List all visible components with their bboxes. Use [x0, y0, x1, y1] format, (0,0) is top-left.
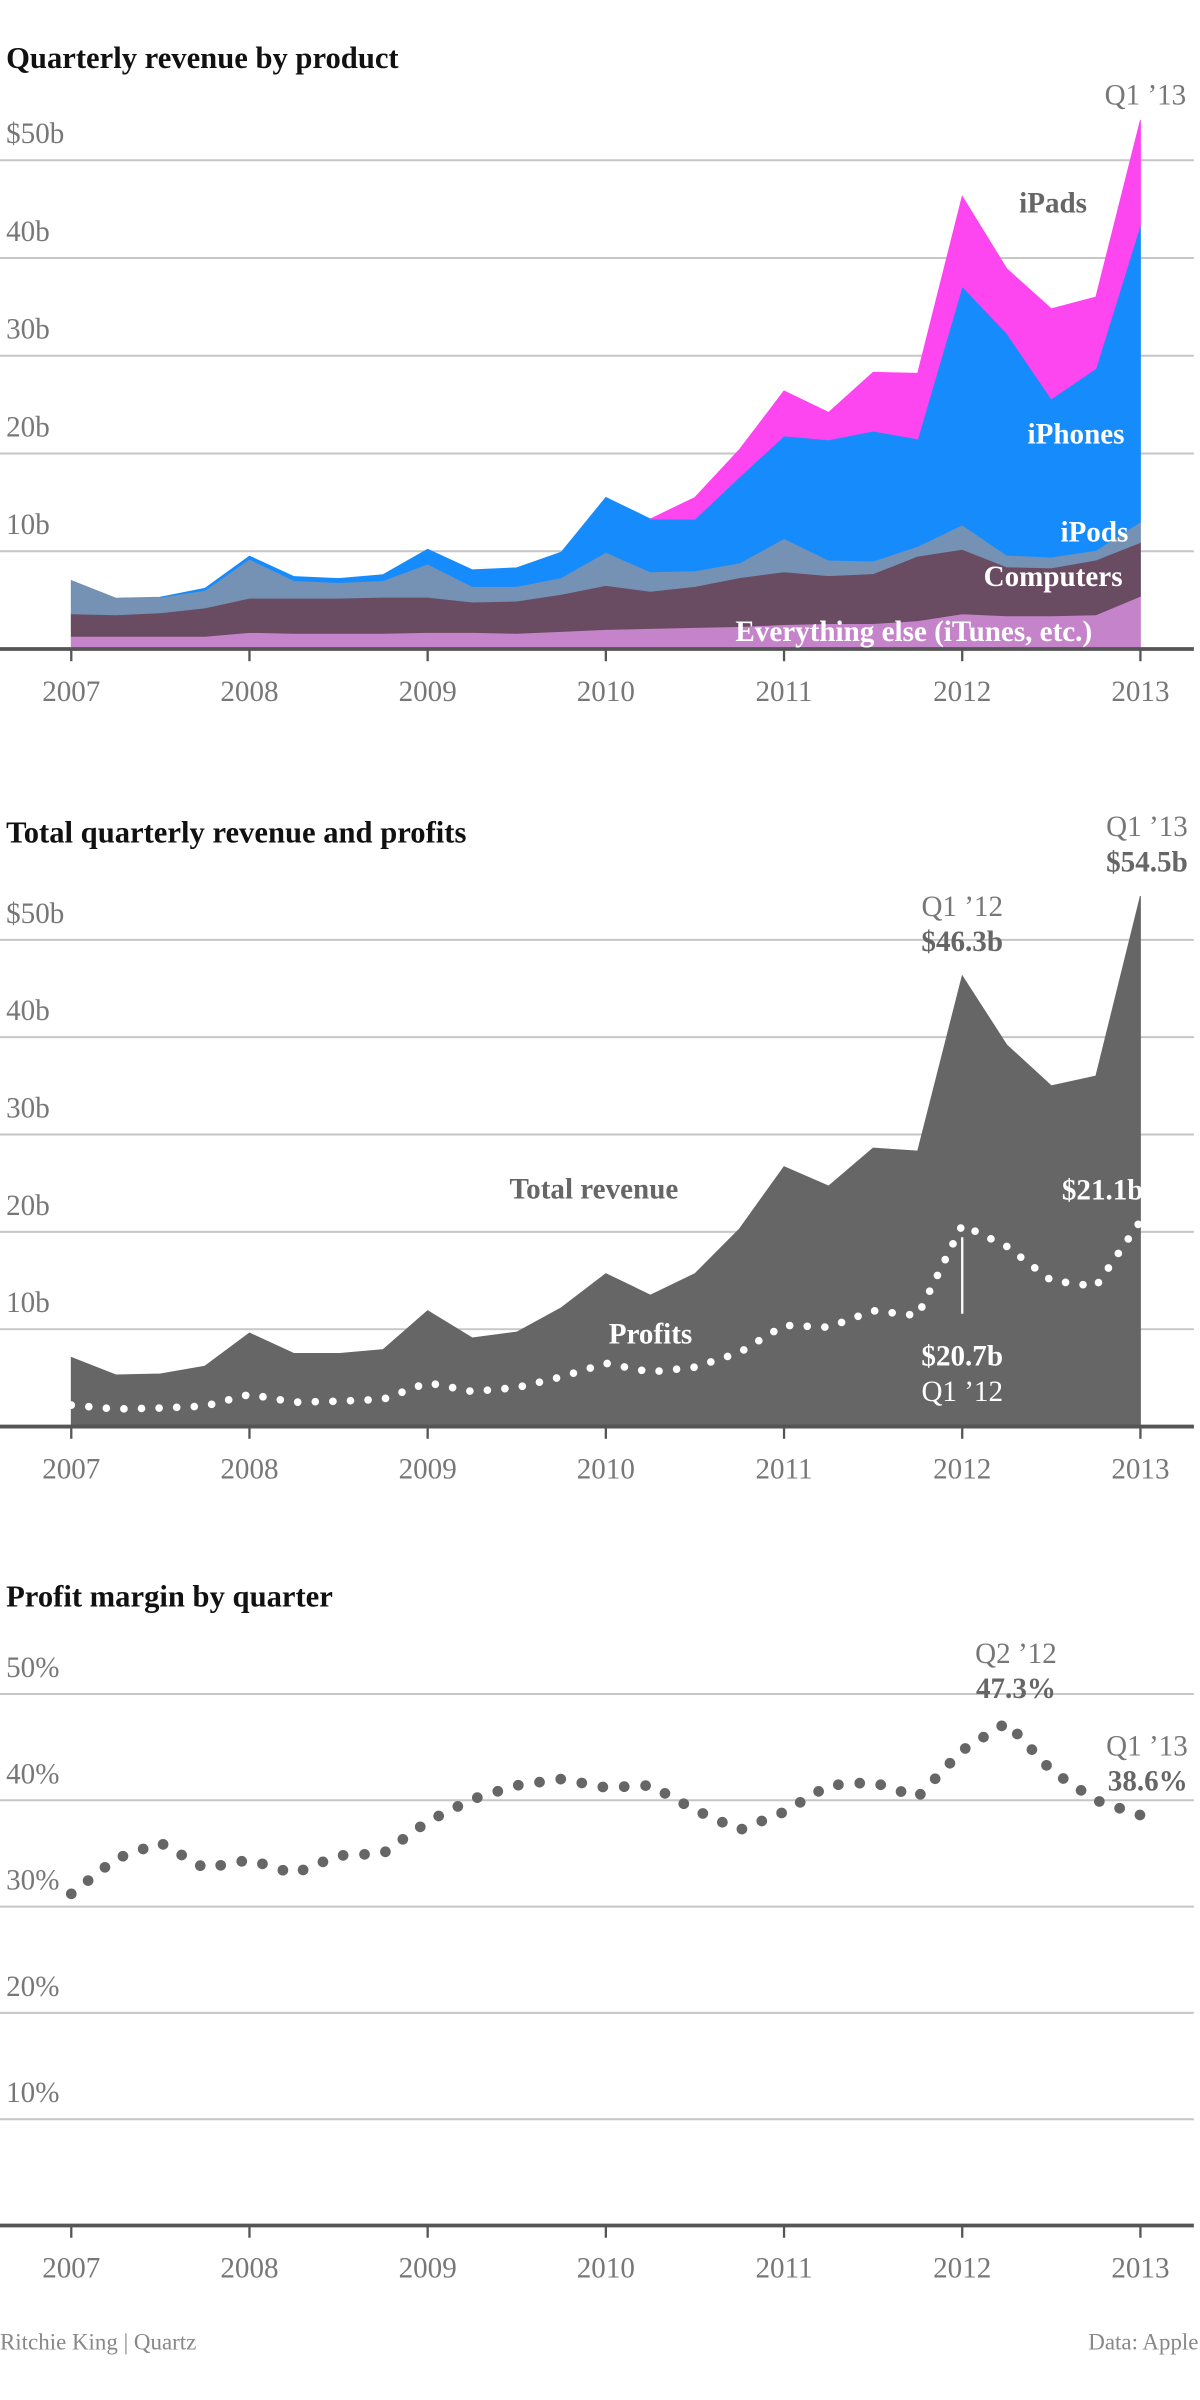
y-tick-label: $50b: [6, 118, 64, 150]
y-tick-label: 30b: [6, 314, 50, 346]
value-label: $21.1b: [1062, 1175, 1144, 1207]
x-tick-label: 2012: [933, 1453, 991, 1485]
y-tick-label: 10%: [6, 2077, 59, 2109]
series-label: Profits: [609, 1319, 692, 1351]
dotted-line: [67, 1217, 1145, 1413]
period-label: Q2 ’12: [975, 1638, 1057, 1670]
y-tick-label: 20b: [6, 1190, 50, 1222]
x-tick-label: 2012: [933, 2252, 991, 2284]
x-tick-label: 2008: [220, 2252, 278, 2284]
period-label: Q1 ’13: [1106, 1730, 1188, 1762]
y-tick-label: 20b: [6, 411, 50, 443]
period-label: Q1 ’13: [1105, 80, 1187, 112]
x-tick-label: 2013: [1111, 2252, 1169, 2284]
x-tick-label: 2009: [399, 2252, 457, 2284]
x-tick-label: 2007: [42, 1453, 100, 1485]
credit: Ritchie King | Quartz: [0, 2329, 196, 2354]
x-tick-label: 2010: [577, 676, 635, 708]
x-tick-label: 2011: [756, 2252, 813, 2284]
x-tick-label: 2010: [577, 2252, 635, 2284]
x-tick-label: 2009: [399, 1453, 457, 1485]
x-tick-label: 2013: [1111, 676, 1169, 708]
area: [650, 120, 1141, 520]
value-label: 38.6%: [1108, 1765, 1188, 1797]
series-label: Total revenue: [509, 1173, 678, 1205]
period-label: Q1 ’12: [921, 891, 1003, 923]
source: Data: Apple: [1088, 2329, 1198, 2354]
series-label: Computers: [984, 561, 1123, 593]
y-tick-label: 10b: [6, 509, 50, 541]
area: [160, 224, 1141, 598]
y-tick-label: 40%: [6, 1758, 59, 1790]
x-tick-label: 2011: [756, 676, 813, 708]
x-tick-label: 2010: [577, 1453, 635, 1485]
y-tick-label: 10b: [6, 1287, 50, 1319]
x-tick-label: 2008: [220, 676, 278, 708]
x-tick-label: 2009: [399, 676, 457, 708]
period-label: Q1 ’12: [921, 1376, 1003, 1408]
series-label: iPods: [1060, 517, 1128, 549]
y-tick-label: 40b: [6, 995, 50, 1027]
period-label: Q1 ’13: [1106, 811, 1188, 843]
chart-title: Total quarterly revenue and profits: [6, 816, 466, 850]
chart-title: Quarterly revenue by product: [6, 41, 399, 75]
series-label: iPads: [1019, 188, 1087, 220]
chart-title: Profit margin by quarter: [6, 1579, 333, 1613]
y-tick-label: 30b: [6, 1092, 50, 1124]
x-tick-label: 2011: [756, 1453, 813, 1485]
dotted-line: [65, 1715, 1146, 1900]
value-label: $54.5b: [1106, 846, 1188, 878]
x-tick-label: 2007: [42, 2252, 100, 2284]
y-tick-label: 50%: [6, 1652, 59, 1684]
y-tick-label: 20%: [6, 1971, 59, 2003]
value-label: $20.7b: [921, 1341, 1003, 1373]
x-tick-label: 2012: [933, 676, 991, 708]
series-label: iPhones: [1028, 419, 1125, 451]
value-label: 47.3%: [976, 1673, 1056, 1705]
y-tick-label: 30%: [6, 1865, 59, 1897]
y-tick-label: 40b: [6, 216, 50, 248]
series-label: Everything else (iTunes, etc.): [735, 616, 1092, 648]
x-tick-label: 2013: [1111, 1453, 1169, 1485]
value-label: $46.3b: [921, 926, 1003, 958]
x-tick-label: 2008: [220, 1453, 278, 1485]
x-tick-label: 2007: [42, 676, 100, 708]
y-tick-label: $50b: [6, 898, 64, 930]
